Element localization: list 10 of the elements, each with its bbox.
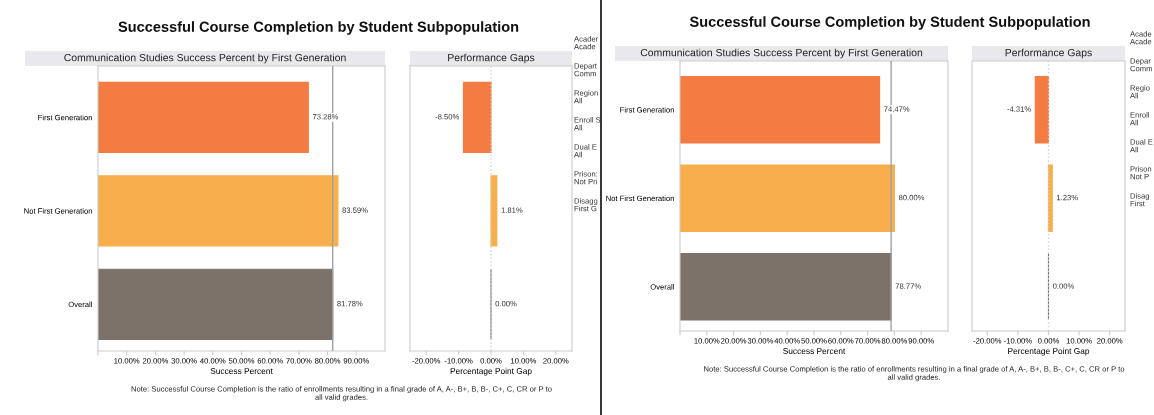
chart-title: Successful Course Completion by Student Subpopulation [118, 21, 519, 35]
chart-subtitle: Performance Gaps [448, 53, 535, 64]
chart-subtitle: Communication Studies Success Percent by First Generation [64, 53, 346, 64]
x-axis-title: Percentage Point Gap [450, 367, 532, 376]
x-axis-title: Success Percent [210, 368, 273, 374]
chart-title: Successful Course Completion by Student Subpopulation [689, 16, 1090, 30]
x-axis-title: Percentage Point Gap [1008, 347, 1090, 356]
chart-subtitle: Communication Studies Success Percent by First Generation [640, 48, 923, 59]
chart-subtitle: Performance Gaps [1005, 48, 1092, 59]
x-axis-title: Success Percent [783, 348, 846, 354]
